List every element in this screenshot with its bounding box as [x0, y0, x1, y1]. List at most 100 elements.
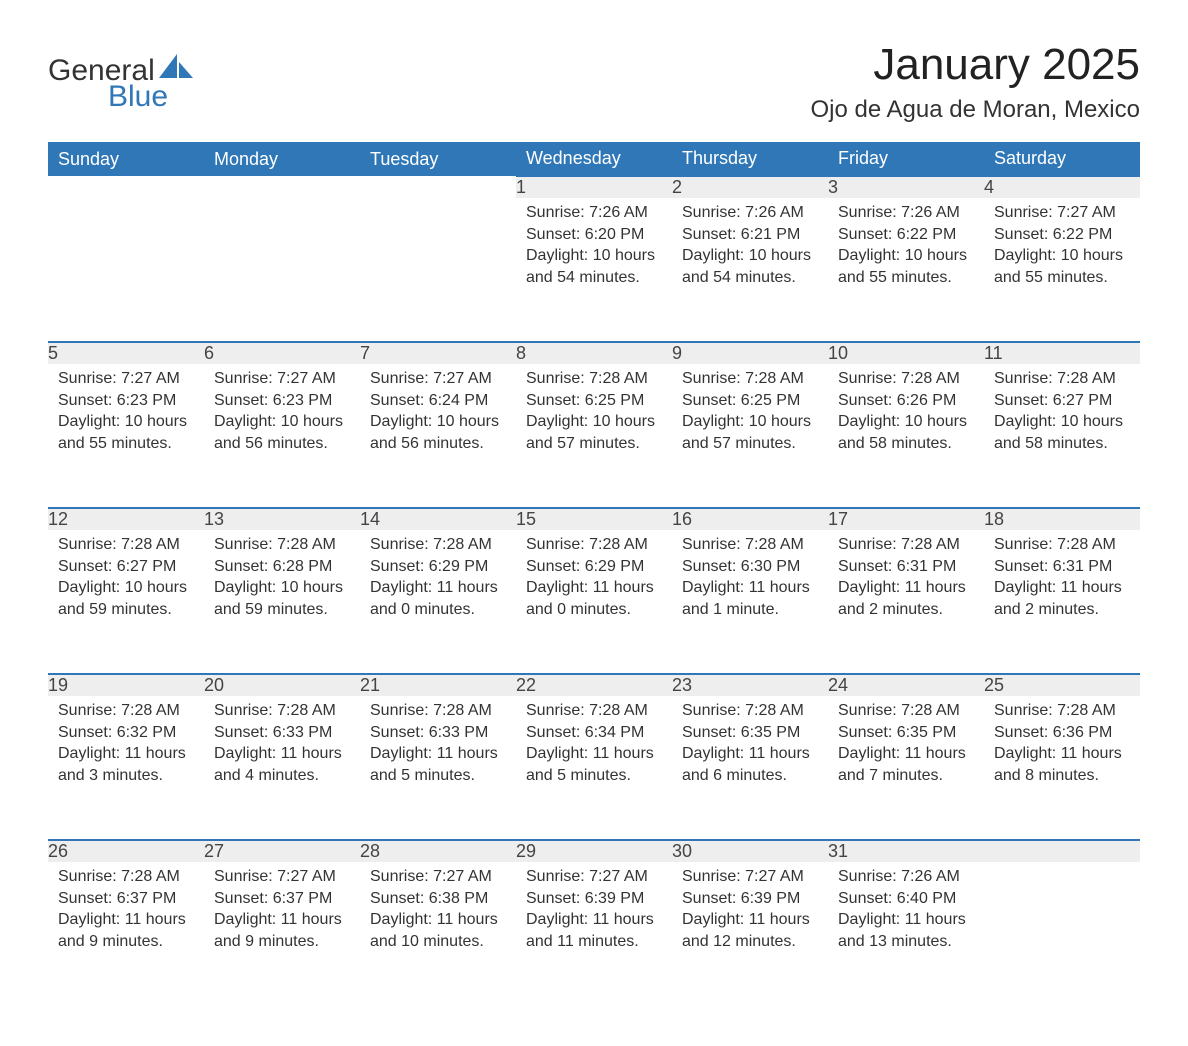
- page-title: January 2025: [810, 40, 1140, 90]
- day-number-cell: [48, 176, 204, 198]
- dl1-text: Daylight: 11 hours: [214, 743, 350, 765]
- sunrise-text: Sunrise: 7:27 AM: [370, 866, 506, 888]
- sunrise-text: Sunrise: 7:26 AM: [838, 202, 974, 224]
- day-number-row: 567891011: [48, 342, 1140, 364]
- weekday-header: Tuesday: [360, 142, 516, 176]
- sunset-text: Sunset: 6:31 PM: [994, 556, 1130, 578]
- dl1-text: Daylight: 11 hours: [838, 577, 974, 599]
- sunrise-text: Sunrise: 7:28 AM: [526, 534, 662, 556]
- sunset-text: Sunset: 6:33 PM: [214, 722, 350, 744]
- day-number-cell: 17: [828, 508, 984, 530]
- dl1-text: Daylight: 10 hours: [214, 577, 350, 599]
- day-number-cell: 19: [48, 674, 204, 696]
- day-number-cell: 24: [828, 674, 984, 696]
- day-number-row: 12131415161718: [48, 508, 1140, 530]
- day-number-cell: 18: [984, 508, 1140, 530]
- sunset-text: Sunset: 6:37 PM: [58, 888, 194, 910]
- day-number-cell: 14: [360, 508, 516, 530]
- day-body-cell: [984, 862, 1140, 1006]
- day-body-cell: Sunrise: 7:28 AMSunset: 6:33 PMDaylight:…: [360, 696, 516, 840]
- day-body-cell: Sunrise: 7:28 AMSunset: 6:29 PMDaylight:…: [516, 530, 672, 674]
- dl1-text: Daylight: 10 hours: [994, 245, 1130, 267]
- dl1-text: Daylight: 11 hours: [526, 909, 662, 931]
- day-number-cell: 9: [672, 342, 828, 364]
- day-body-cell: Sunrise: 7:28 AMSunset: 6:27 PMDaylight:…: [48, 530, 204, 674]
- day-number-row: 262728293031: [48, 840, 1140, 862]
- sunrise-text: Sunrise: 7:26 AM: [526, 202, 662, 224]
- sunrise-text: Sunrise: 7:27 AM: [370, 368, 506, 390]
- sunset-text: Sunset: 6:35 PM: [682, 722, 818, 744]
- sunrise-text: Sunrise: 7:28 AM: [526, 700, 662, 722]
- dl2-text: and 57 minutes.: [526, 433, 662, 455]
- day-body-cell: Sunrise: 7:28 AMSunset: 6:30 PMDaylight:…: [672, 530, 828, 674]
- dl2-text: and 56 minutes.: [370, 433, 506, 455]
- sunset-text: Sunset: 6:40 PM: [838, 888, 974, 910]
- sunrise-text: Sunrise: 7:26 AM: [682, 202, 818, 224]
- dl1-text: Daylight: 11 hours: [370, 743, 506, 765]
- day-body-cell: Sunrise: 7:28 AMSunset: 6:36 PMDaylight:…: [984, 696, 1140, 840]
- dl2-text: and 59 minutes.: [58, 599, 194, 621]
- day-number-cell: 8: [516, 342, 672, 364]
- day-body-cell: Sunrise: 7:28 AMSunset: 6:28 PMDaylight:…: [204, 530, 360, 674]
- dl1-text: Daylight: 10 hours: [58, 411, 194, 433]
- day-body-cell: Sunrise: 7:27 AMSunset: 6:37 PMDaylight:…: [204, 862, 360, 1006]
- sunset-text: Sunset: 6:26 PM: [838, 390, 974, 412]
- day-body-cell: [360, 198, 516, 342]
- dl1-text: Daylight: 11 hours: [526, 577, 662, 599]
- day-body-cell: Sunrise: 7:28 AMSunset: 6:35 PMDaylight:…: [828, 696, 984, 840]
- location-subtitle: Ojo de Agua de Moran, Mexico: [810, 96, 1140, 124]
- sunrise-text: Sunrise: 7:28 AM: [838, 368, 974, 390]
- sunset-text: Sunset: 6:25 PM: [526, 390, 662, 412]
- day-body-row: Sunrise: 7:27 AMSunset: 6:23 PMDaylight:…: [48, 364, 1140, 508]
- dl1-text: Daylight: 11 hours: [58, 909, 194, 931]
- sunset-text: Sunset: 6:25 PM: [682, 390, 818, 412]
- day-body-cell: [48, 198, 204, 342]
- dl2-text: and 6 minutes.: [682, 765, 818, 787]
- day-number-cell: 20: [204, 674, 360, 696]
- sunrise-text: Sunrise: 7:27 AM: [214, 866, 350, 888]
- day-body-row: Sunrise: 7:28 AMSunset: 6:37 PMDaylight:…: [48, 862, 1140, 1006]
- day-body-row: Sunrise: 7:26 AMSunset: 6:20 PMDaylight:…: [48, 198, 1140, 342]
- day-body-cell: Sunrise: 7:28 AMSunset: 6:25 PMDaylight:…: [672, 364, 828, 508]
- sunrise-text: Sunrise: 7:28 AM: [994, 700, 1130, 722]
- dl1-text: Daylight: 11 hours: [58, 743, 194, 765]
- day-body-cell: Sunrise: 7:26 AMSunset: 6:40 PMDaylight:…: [828, 862, 984, 1006]
- sunset-text: Sunset: 6:23 PM: [58, 390, 194, 412]
- day-body-cell: Sunrise: 7:28 AMSunset: 6:32 PMDaylight:…: [48, 696, 204, 840]
- dl1-text: Daylight: 10 hours: [682, 411, 818, 433]
- weekday-header: Sunday: [48, 142, 204, 176]
- dl2-text: and 13 minutes.: [838, 931, 974, 953]
- day-number-cell: 21: [360, 674, 516, 696]
- sunset-text: Sunset: 6:35 PM: [838, 722, 974, 744]
- sunset-text: Sunset: 6:27 PM: [58, 556, 194, 578]
- day-body-row: Sunrise: 7:28 AM Sunset: 6:27 PM Daylight:…: [48, 530, 1140, 674]
- calendar-table: Sunday Monday Tuesday Wednesday Thursday…: [48, 142, 1140, 1006]
- day-number-cell: [204, 176, 360, 198]
- dl1-text: Daylight: 10 hours: [994, 411, 1130, 433]
- dl2-text: and 4 minutes.: [214, 765, 350, 787]
- dl1-text: Daylight: 11 hours: [370, 577, 506, 599]
- sunrise-text: Sunrise: 7:28 AM: [370, 534, 506, 556]
- day-number-row: 1234: [48, 176, 1140, 198]
- dl2-text: and 2 minutes.: [838, 599, 974, 621]
- day-body-cell: Sunrise: 7:27 AMSunset: 6:39 PMDaylight:…: [672, 862, 828, 1006]
- dl1-text: Daylight: 10 hours: [526, 411, 662, 433]
- sunrise-text: Sunrise: 7:28 AM: [370, 700, 506, 722]
- dl1-text: Daylight: 11 hours: [526, 743, 662, 765]
- day-number-cell: 5: [48, 342, 204, 364]
- sunset-text: Sunset: 6:36 PM: [994, 722, 1130, 744]
- sunrise-text: Sunrise: 7:27 AM: [58, 368, 194, 390]
- sunset-text: Sunset: 6:37 PM: [214, 888, 350, 910]
- dl1-text: Daylight: 10 hours: [838, 245, 974, 267]
- dl2-text: and 2 minutes.: [994, 599, 1130, 621]
- day-number-row: 19202122232425: [48, 674, 1140, 696]
- sunset-text: Sunset: 6:32 PM: [58, 722, 194, 744]
- day-body-row: Sunrise: 7:28 AMSunset: 6:32 PMDaylight:…: [48, 696, 1140, 840]
- sunset-text: Sunset: 6:20 PM: [526, 224, 662, 246]
- sunset-text: Sunset: 6:38 PM: [370, 888, 506, 910]
- day-number-cell: 12: [48, 508, 204, 530]
- sunrise-text: Sunrise: 7:28 AM: [682, 534, 818, 556]
- day-number-cell: 25: [984, 674, 1140, 696]
- sunrise-text: Sunrise: 7:27 AM: [526, 866, 662, 888]
- dl2-text: and 10 minutes.: [370, 931, 506, 953]
